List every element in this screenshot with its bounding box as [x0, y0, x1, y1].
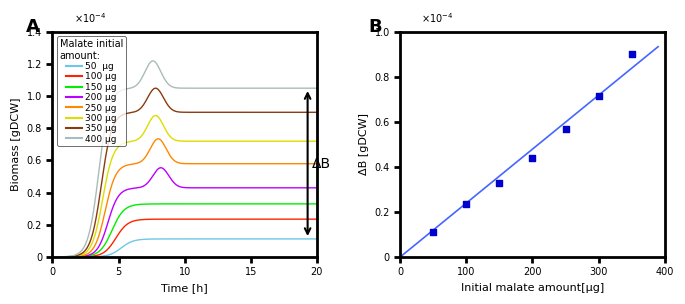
- Point: [461, 202, 472, 206]
- Legend: 50  μg, 100 μg, 150 μg, 200 μg, 250 μg, 300 μg, 350 μg, 400 μg: 50 μg, 100 μg, 150 μg, 200 μg, 250 μg, 3…: [57, 36, 126, 146]
- Point: [626, 52, 637, 57]
- Text: A: A: [26, 19, 40, 36]
- Text: B: B: [369, 19, 382, 36]
- Y-axis label: ΔB [gDCW]: ΔB [gDCW]: [359, 113, 369, 175]
- Point: [593, 94, 604, 98]
- X-axis label: Initial malate amount[μg]: Initial malate amount[μg]: [461, 283, 604, 293]
- Point: [527, 155, 538, 160]
- Text: $\times10^{-4}$: $\times10^{-4}$: [421, 11, 454, 25]
- Y-axis label: Biomass [gDCW]: Biomass [gDCW]: [11, 98, 21, 191]
- Text: ΔB: ΔB: [312, 157, 331, 171]
- Text: $\times10^{-4}$: $\times10^{-4}$: [73, 11, 106, 25]
- Point: [428, 229, 439, 234]
- Point: [560, 126, 571, 131]
- X-axis label: Time [h]: Time [h]: [161, 283, 208, 293]
- Point: [494, 180, 505, 185]
